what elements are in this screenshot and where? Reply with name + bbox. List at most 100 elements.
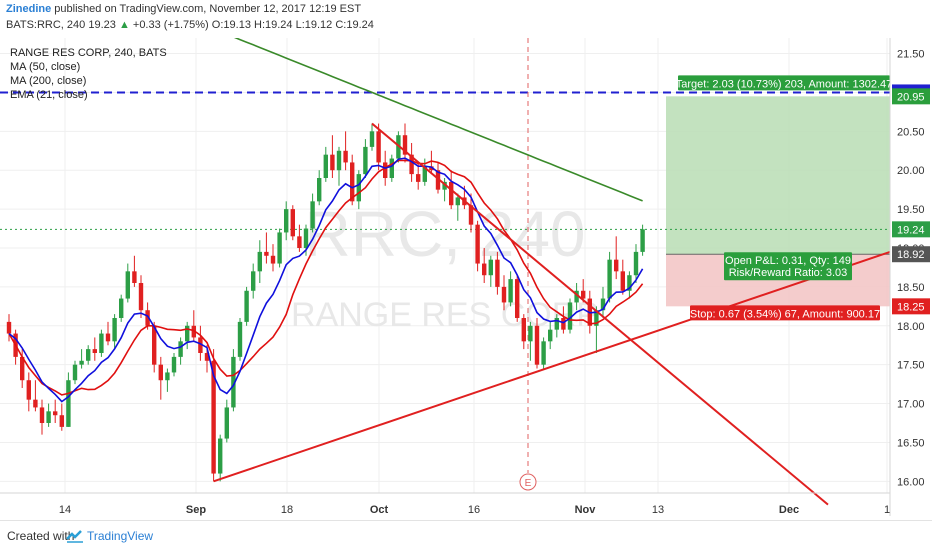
candle-body[interactable]: [416, 174, 421, 182]
candle-body[interactable]: [92, 349, 97, 353]
candle-body[interactable]: [105, 333, 111, 342]
candle-body[interactable]: [72, 364, 78, 381]
candle-body[interactable]: [26, 380, 31, 400]
candle-body[interactable]: [475, 224, 480, 264]
candle-body[interactable]: [574, 290, 579, 303]
candle-body[interactable]: [488, 259, 493, 276]
candle-body[interactable]: [422, 166, 427, 182]
candle-body[interactable]: [541, 341, 546, 365]
candle-body[interactable]: [284, 209, 289, 233]
candle-body[interactable]: [482, 263, 487, 276]
candle-body[interactable]: [561, 318, 566, 330]
candle-body[interactable]: [231, 356, 236, 408]
candle-body[interactable]: [402, 135, 408, 155]
candle-body[interactable]: [501, 286, 507, 303]
candle-body[interactable]: [310, 201, 315, 229]
candle-body[interactable]: [125, 271, 130, 299]
candle-body[interactable]: [495, 259, 500, 287]
position-zones[interactable]: [666, 96, 890, 307]
candle-body[interactable]: [257, 251, 262, 272]
horizontal-level[interactable]: [0, 91, 890, 230]
candle-body[interactable]: [132, 271, 137, 283]
candle-body[interactable]: [607, 259, 612, 299]
candle-body[interactable]: [594, 310, 599, 326]
candle-body[interactable]: [264, 251, 269, 256]
trendlines[interactable]: [213, 122, 891, 506]
candle-body[interactable]: [138, 283, 144, 311]
candle-body[interactable]: [224, 407, 229, 439]
candle-body[interactable]: [145, 310, 150, 326]
candle-body[interactable]: [112, 318, 117, 342]
candle-body[interactable]: [548, 329, 553, 342]
candle-body[interactable]: [442, 181, 447, 190]
tradingview-link[interactable]: TradingView: [87, 529, 154, 543]
candle-body[interactable]: [323, 154, 328, 178]
candle-body[interactable]: [640, 229, 645, 252]
candle-body[interactable]: [376, 131, 381, 163]
candle-body[interactable]: [350, 162, 355, 202]
candle-body[interactable]: [165, 372, 170, 381]
candle-body[interactable]: [79, 360, 84, 365]
candle-body[interactable]: [383, 162, 388, 178]
candle-body[interactable]: [620, 271, 625, 291]
candle-body[interactable]: [627, 275, 632, 291]
ma200-line[interactable]: [207, 38, 643, 202]
candles[interactable]: [6, 123, 645, 482]
moving-averages[interactable]: [8, 38, 644, 403]
candle-body[interactable]: [198, 337, 203, 353]
candle-body[interactable]: [363, 146, 368, 175]
candle-body[interactable]: [554, 318, 559, 330]
candle-body[interactable]: [270, 255, 276, 264]
ema21-line[interactable]: [8, 157, 644, 403]
candle-body[interactable]: [515, 279, 520, 318]
candle-body[interactable]: [343, 150, 348, 163]
candle-body[interactable]: [244, 290, 249, 322]
candle-body[interactable]: [86, 349, 91, 361]
candle-body[interactable]: [600, 298, 606, 311]
candle-body[interactable]: [508, 279, 513, 303]
price-chart[interactable]: RRC, 240 RANGE RES CORP E Target: 2.03 (…: [0, 38, 932, 520]
candle-body[interactable]: [429, 166, 434, 171]
candle-body[interactable]: [237, 321, 243, 357]
event-marker-icon[interactable]: [519, 473, 537, 491]
price-axis[interactable]: 21.5021.0020.5020.0019.5019.0018.5018.00…: [889, 38, 925, 516]
candle-body[interactable]: [290, 209, 295, 237]
target-zone[interactable]: [666, 96, 890, 255]
candle-body[interactable]: [204, 353, 210, 361]
candle-body[interactable]: [6, 321, 12, 334]
candle-body[interactable]: [409, 154, 414, 175]
candle-body[interactable]: [581, 290, 586, 299]
candle-body[interactable]: [211, 360, 216, 474]
candle-body[interactable]: [528, 325, 533, 342]
candle-body[interactable]: [66, 380, 71, 427]
candle-body[interactable]: [455, 197, 460, 206]
candle-body[interactable]: [369, 131, 375, 147]
candle-body[interactable]: [119, 298, 124, 318]
candle-body[interactable]: [33, 399, 38, 408]
time-axis[interactable]: 14 Sep 18 Oct 16 Nov 13 Dec 1: [0, 492, 890, 516]
candle-body[interactable]: [53, 411, 58, 416]
candle-body[interactable]: [171, 356, 177, 373]
candle-body[interactable]: [158, 364, 163, 381]
candle-body[interactable]: [39, 407, 45, 423]
candle-body[interactable]: [614, 259, 619, 272]
candle-body[interactable]: [633, 251, 639, 276]
candle-body[interactable]: [178, 341, 183, 357]
candle-body[interactable]: [468, 205, 474, 225]
candle-body[interactable]: [317, 178, 322, 202]
resistance-trendline[interactable]: [371, 122, 829, 506]
support-trendline[interactable]: [213, 250, 891, 483]
candle-body[interactable]: [152, 325, 157, 365]
candle-body[interactable]: [191, 325, 196, 338]
ma50-line[interactable]: [8, 159, 644, 396]
candle-body[interactable]: [356, 174, 361, 202]
candle-body[interactable]: [251, 271, 256, 291]
candle-body[interactable]: [218, 438, 223, 474]
candle-body[interactable]: [59, 415, 64, 427]
candle-body[interactable]: [20, 356, 25, 381]
candle-body[interactable]: [389, 158, 394, 178]
candle-body[interactable]: [567, 302, 573, 330]
candle-body[interactable]: [521, 318, 526, 342]
candle-body[interactable]: [534, 325, 540, 365]
candle-body[interactable]: [330, 154, 335, 171]
